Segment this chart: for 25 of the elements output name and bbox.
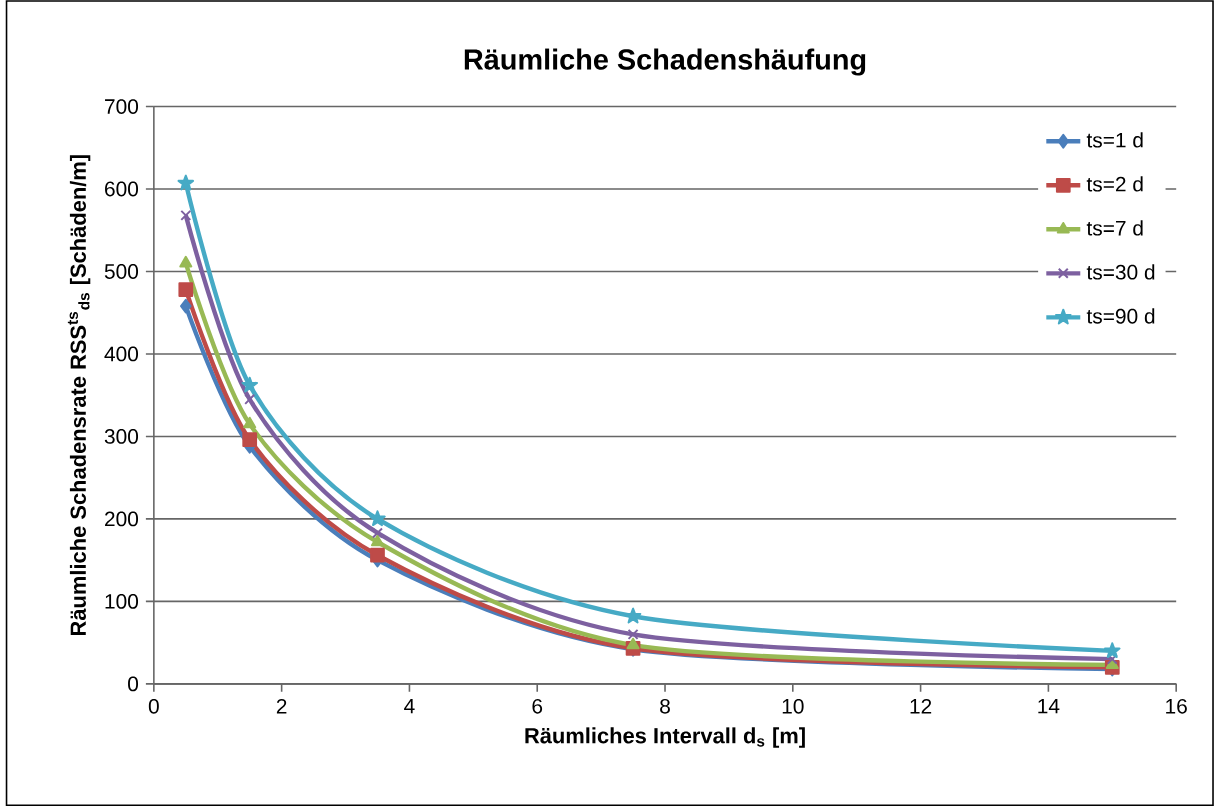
legend-label: ts=7 d xyxy=(1086,220,1143,236)
y-tick-label: 0 xyxy=(128,676,139,692)
x-tick-label: 2 xyxy=(276,698,287,714)
y-axis-title: Räumliche Schadensrate RSS$^{ts}$$_{ds}$ [Schäden/m] xyxy=(67,154,91,635)
chart-title: Räumliche Schadenshäufung xyxy=(464,48,866,76)
x-axis-title: Räumliches Intervall d$_{s}$ [m] xyxy=(525,727,805,748)
x-tick-label: 12 xyxy=(910,698,932,714)
x-tick-label: 6 xyxy=(532,698,543,714)
legend-label: ts=90 d xyxy=(1086,308,1155,324)
y-tick-label: 500 xyxy=(104,263,139,279)
legend-label: ts=30 d xyxy=(1086,264,1155,280)
x-tick-label: 10 xyxy=(782,698,804,714)
x-tick-label: 0 xyxy=(148,698,159,714)
y-tick-label: 700 xyxy=(105,98,139,114)
y-tick-label: 400 xyxy=(104,346,139,362)
x-tick-label: 4 xyxy=(404,698,415,714)
x-tick-label: 8 xyxy=(660,698,670,714)
y-tick-label: 100 xyxy=(105,593,139,609)
y-tick-label: 300 xyxy=(104,428,139,444)
legend-label: ts=1 d xyxy=(1086,132,1143,148)
legend-label: ts=2 d xyxy=(1086,176,1143,192)
x-tick-label: 16 xyxy=(1166,698,1187,714)
y-tick-label: 600 xyxy=(105,181,139,197)
y-tick-label: 200 xyxy=(105,511,139,527)
x-tick-label: 14 xyxy=(1038,698,1060,714)
